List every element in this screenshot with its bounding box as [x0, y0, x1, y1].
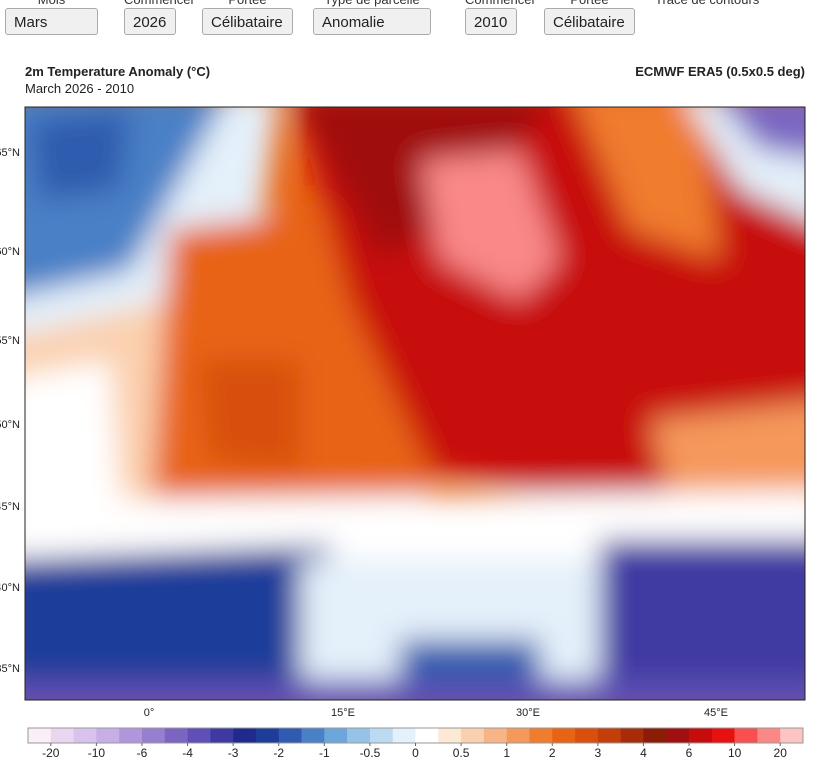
lat-label: 45°N	[0, 501, 20, 513]
control-label: Portée	[544, 0, 635, 8]
control-label: Commencer	[465, 0, 536, 8]
legend-swatch	[552, 728, 576, 743]
legend-swatch	[28, 728, 52, 743]
lon-label: 0°	[144, 707, 155, 719]
legend-swatch	[50, 728, 74, 743]
legend-tick-label: 3	[595, 746, 602, 760]
control: MoisMars	[5, 0, 98, 35]
legend-swatch	[711, 728, 735, 743]
control-label: Portée	[202, 0, 293, 8]
legend-swatch	[483, 728, 507, 743]
map	[25, 107, 805, 700]
legend-tick-label: 10	[728, 746, 742, 760]
legend-tick-label: -0.5	[360, 746, 381, 760]
legend-swatch	[438, 728, 462, 743]
legend-swatch	[620, 728, 644, 743]
control: PortéeCélibataire	[202, 0, 293, 35]
legend-swatch	[347, 728, 371, 743]
legend-swatch	[369, 728, 394, 743]
legend-tick-label: 1	[503, 746, 510, 760]
legend-swatch	[506, 728, 530, 743]
legend-swatch	[689, 728, 713, 743]
legend-swatch	[392, 728, 416, 743]
legend-swatch	[734, 728, 758, 743]
control: PortéeCélibataire	[544, 0, 635, 35]
legend-swatch	[529, 728, 553, 743]
legend-swatch	[415, 728, 439, 743]
legend-swatch	[164, 728, 188, 743]
legend-tick-label: -20	[42, 746, 60, 760]
legend-tick-label: 4	[640, 746, 647, 760]
legend-swatch	[233, 728, 257, 743]
map-source: ECMWF ERA5 (0.5x0.5 deg)	[635, 64, 805, 79]
lon-label: 45°E	[704, 707, 728, 719]
lat-label: 55°N	[0, 335, 20, 347]
legend-swatch	[187, 728, 211, 743]
control-label: Mois	[5, 0, 98, 8]
select[interactable]: Anomalie	[313, 8, 431, 35]
legend-tick-label: 2	[549, 746, 556, 760]
legend-tick-label: 0	[412, 746, 419, 760]
lat-label: 65°N	[0, 147, 20, 159]
legend-swatch	[96, 728, 120, 743]
lat-label: 60°N	[0, 246, 20, 258]
lon-label: 30°E	[516, 707, 540, 719]
legend-swatch	[278, 728, 302, 743]
legend-swatch	[597, 728, 621, 743]
legend-swatch	[324, 728, 348, 743]
legend-swatch	[780, 728, 804, 743]
control-label: Tracé de contours	[655, 0, 815, 8]
lat-label: 35°N	[0, 663, 20, 675]
legend-swatch	[666, 728, 690, 743]
legend-tick-label: -3	[228, 746, 239, 760]
legend-tick-label: 0.5	[453, 746, 470, 760]
legend-swatch	[255, 728, 280, 743]
legend-tick-label: -2	[273, 746, 284, 760]
legend-swatch	[461, 728, 485, 743]
legend-tick-label: -6	[137, 746, 148, 760]
control-label: Commencer	[124, 0, 195, 8]
control-label: Type de parcelle	[313, 0, 431, 8]
control: Commencer2010	[465, 0, 536, 35]
legend-tick-label: -1	[319, 746, 330, 760]
legend-swatch	[575, 728, 599, 743]
select[interactable]: Mars	[5, 8, 98, 35]
legend-tick-label: 6	[686, 746, 693, 760]
select[interactable]: Célibataire	[202, 8, 293, 35]
select[interactable]: 2010	[465, 8, 517, 35]
legend-tick-label: -10	[88, 746, 106, 760]
map-subtitle: March 2026 - 2010	[25, 81, 134, 96]
legend-swatch	[73, 728, 97, 743]
lon-label: 15°E	[331, 707, 355, 719]
lat-label: 50°N	[0, 419, 20, 431]
control: Commencer2026	[124, 0, 195, 35]
legend-swatch	[141, 728, 166, 743]
legend-tick-label: -4	[182, 746, 193, 760]
select[interactable]: 2026	[124, 8, 176, 35]
lat-label: 40°N	[0, 582, 20, 594]
map-title: 2m Temperature Anomaly (°C)	[25, 64, 210, 79]
legend-swatch	[643, 728, 667, 743]
legend-swatch	[301, 728, 325, 743]
legend-swatch	[210, 728, 234, 743]
legend-swatch	[119, 728, 143, 743]
map-frame	[24, 106, 806, 701]
legend-tick-label: 20	[774, 746, 788, 760]
select[interactable]: Célibataire	[544, 8, 635, 35]
control: Tracé de contours	[655, 0, 815, 8]
legend-swatch	[757, 728, 781, 743]
control: Type de parcelleAnomalie	[313, 0, 431, 35]
